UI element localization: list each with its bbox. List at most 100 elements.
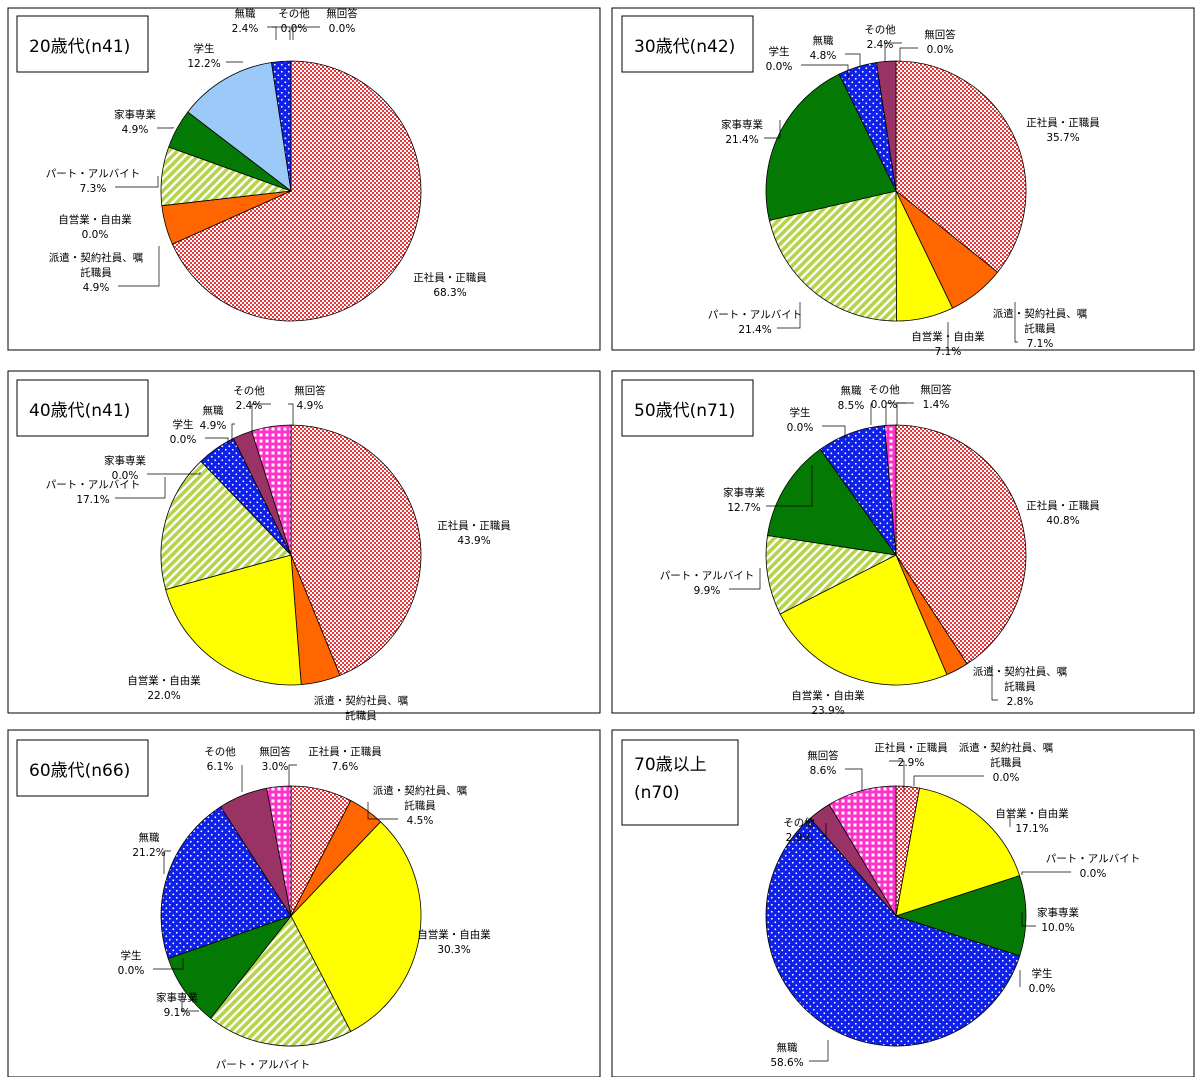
- slice-label-self: 自営業・自由業 0.0%: [58, 213, 132, 241]
- leader-line: [899, 47, 918, 62]
- pie-slice-self: [165, 554, 302, 686]
- pie-slice-noanswer: [828, 785, 897, 918]
- slice-label-regular: 正社員・正職員 43.9%: [437, 519, 511, 547]
- slice-label-student: 学生 0.0%: [118, 949, 145, 977]
- leader-line: [153, 958, 184, 970]
- chart-title-box: [16, 379, 149, 437]
- slice-label-other: その他 2.4%: [864, 23, 896, 51]
- leader-line: [845, 768, 863, 790]
- chart-title-box: [16, 739, 149, 797]
- leader-line: [896, 402, 914, 425]
- leader-line: [1014, 302, 1018, 343]
- chart-title: 70歳以上: [634, 755, 707, 775]
- chart-title-box: [621, 379, 754, 437]
- leader-line: [801, 64, 849, 80]
- slice-label-noanswer: 無回答 0.0%: [326, 7, 358, 35]
- leader-line: [913, 775, 984, 786]
- slice-label-noanswer: 無回答 1.4%: [920, 383, 952, 411]
- pie-slice-part: [210, 915, 352, 1047]
- leader-line: [118, 246, 160, 287]
- leader-line: [889, 760, 905, 793]
- pie-slice-self: [895, 787, 1021, 917]
- slice-label-other: その他 0.0%: [278, 7, 310, 35]
- slice-label-regular: 正社員・正職員 40.8%: [1026, 499, 1100, 527]
- leader-line: [147, 472, 201, 475]
- pie-slice-other: [875, 60, 897, 192]
- chart-title: 40歳代(n41): [29, 401, 130, 421]
- pie-slice-regular: [895, 60, 1027, 273]
- pie-slice-part: [768, 190, 897, 322]
- pie-slice-unemployed: [271, 60, 292, 192]
- slice-label-dispatch: 派遣・契約社員、嘱託職員 4.5%: [373, 784, 468, 827]
- leader-line: [288, 764, 297, 787]
- pie-slice-self: [290, 821, 422, 1032]
- slice-label-unemployed: 無職 21.2%: [132, 831, 165, 859]
- leader-line: [157, 127, 174, 129]
- leader-line: [288, 403, 294, 425]
- pie-chart-panel-6: 70歳以上(n70)正社員・正職員 2.9%派遣・契約社員、嘱託職員 0.0%自営業…: [611, 729, 1195, 1077]
- leader-line: [845, 53, 861, 66]
- leader-line: [884, 42, 902, 62]
- leader-line: [764, 120, 781, 139]
- slice-label-student: 学生 0.0%: [1029, 967, 1056, 995]
- chart-title-box: [621, 739, 739, 826]
- pie-chart-panel-2: 30歳代(n42)正社員・正職員 35.7%派遣・契約社員、嘱託職員 7.1%自営業…: [611, 7, 1195, 358]
- leader-line: [163, 850, 171, 874]
- slice-label-regular: 正社員・正職員 35.7%: [1026, 116, 1100, 144]
- slice-label-self: 自営業・自由業 17.1%: [995, 807, 1069, 835]
- slice-label-part: パート・アルバイト: [216, 1059, 310, 1071]
- leader-line: [870, 403, 873, 425]
- slice-label-home: 家事専業 12.7%: [723, 486, 765, 514]
- slice-label-home: 家事専業 9.1%: [156, 991, 198, 1019]
- slice-label-dispatch: 派遣・契約社員、嘱託職員 0.0%: [959, 741, 1054, 784]
- slice-label-unemployed: 無職 2.4%: [232, 7, 259, 35]
- chart-title-box: [16, 15, 149, 73]
- pie-slice-home: [765, 73, 897, 221]
- pie-slice-noanswer: [266, 785, 292, 917]
- slice-label-student: 学生 12.2%: [187, 42, 220, 70]
- slice-label-noanswer: 無回答 0.0%: [924, 28, 956, 56]
- leader-line: [231, 423, 235, 442]
- slice-label-part: パート・アルバイト 9.9%: [660, 570, 754, 597]
- slice-label-self: 自営業・自由業 23.9%: [791, 689, 865, 717]
- slice-label-regular: 正社員・正職員 7.6%: [308, 745, 382, 773]
- pie-chart-panel-5: 60歳代(n66) 正社員・正職員 7.6% 派遣・契約社員、嘱託職員 4.5% 自営業・…: [7, 729, 601, 1077]
- slice-label-home: 家事専業 0.0%: [104, 454, 146, 482]
- leader-line: [205, 437, 229, 444]
- leader-line: [1021, 871, 1071, 875]
- leader-line: [1021, 912, 1036, 927]
- pie-slice-self: [779, 554, 948, 686]
- slice-label-dispatch: 派遣・契約社員、嘱託職員: [314, 694, 409, 722]
- pie-chart-panel-4: 50歳代(n71) 正社員・正職員 40.8% 派遣・契約社員、嘱託職員 2.8% 自営業…: [611, 370, 1195, 717]
- pie-slice-part: [160, 460, 292, 590]
- pie-slice-unemployed: [765, 817, 1021, 1047]
- leader-line: [777, 302, 801, 329]
- slice-label-other: その他 2.4%: [233, 384, 265, 412]
- pie-slice-regular: [290, 424, 422, 676]
- slice-label-regular: 正社員・正職員 68.3%: [413, 271, 487, 299]
- leader-line: [822, 425, 846, 440]
- leader-line: [251, 403, 271, 433]
- leader-line: [292, 26, 320, 40]
- leader-line: [367, 802, 398, 820]
- slice-label-other: その他 2.9%: [783, 816, 815, 844]
- slice-label-student: 学生 0.0%: [766, 45, 793, 73]
- slice-label-student: 学生 0.0%: [170, 418, 197, 446]
- leader-line: [272, 26, 291, 40]
- pie-slice-regular: [171, 60, 422, 322]
- leader-line: [729, 568, 761, 590]
- slice-label-part: パート・アルバイト 21.4%: [708, 309, 802, 336]
- slice-label-dispatch: 派遣・契約社員、嘱託職員 2.8%: [973, 665, 1068, 708]
- slice-label-home: 家事専業 4.9%: [114, 108, 156, 136]
- chart-title-box: [621, 15, 754, 73]
- slice-label-home: 家事専業 10.0%: [1037, 906, 1079, 934]
- slice-label-part: パート・アルバイト 7.3%: [46, 168, 140, 195]
- chart-title: (n70): [634, 783, 680, 803]
- chart-title: 60歳代(n66): [29, 761, 130, 781]
- slice-label-unemployed: 無職 8.5%: [838, 384, 865, 412]
- leader-line: [821, 823, 827, 837]
- leader-line: [766, 465, 813, 507]
- slice-label-noanswer: 無回答 3.0%: [259, 745, 291, 773]
- leader-line: [926, 322, 949, 351]
